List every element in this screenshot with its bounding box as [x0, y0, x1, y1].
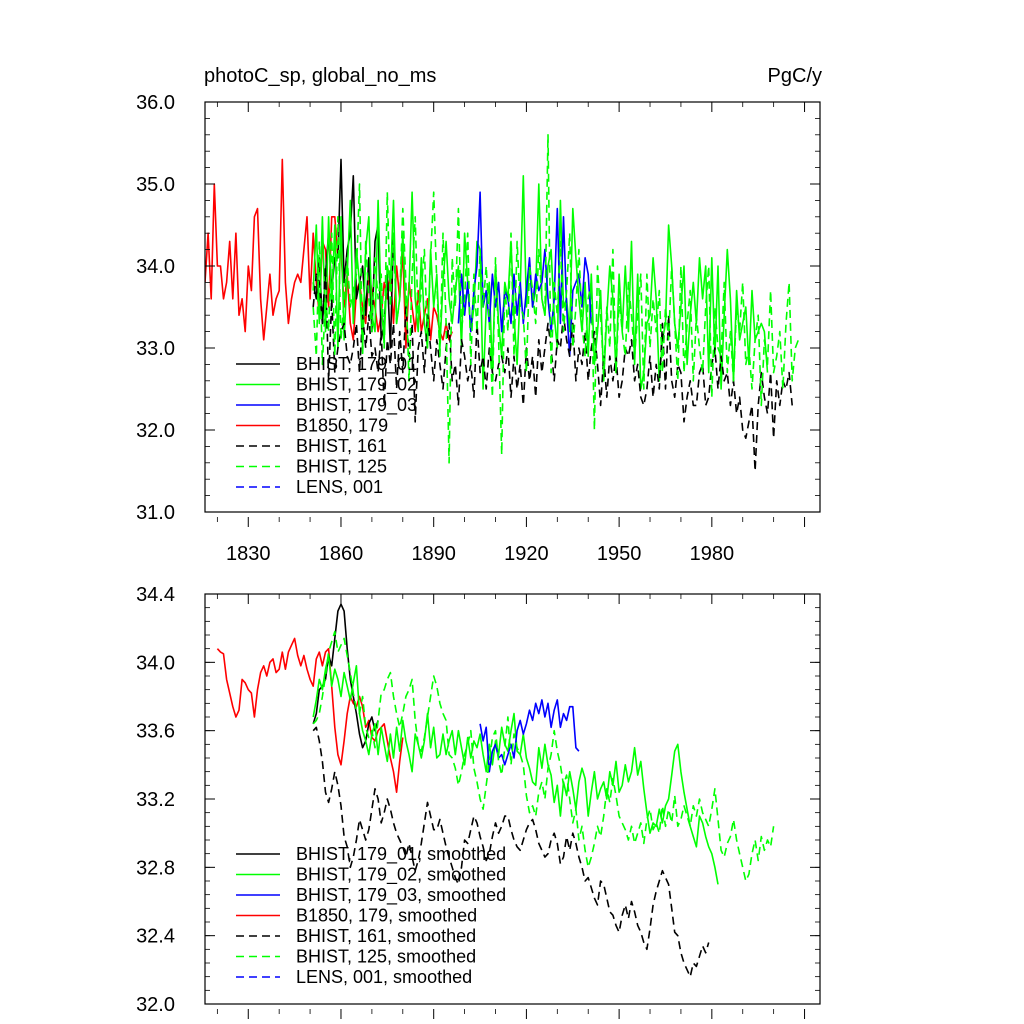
bottom-legend-label: BHIST, 161, smoothed [296, 926, 476, 946]
top-legend-label: BHIST, 179_02 [296, 375, 417, 396]
top-series-group [205, 134, 800, 472]
top-plot-frame [204, 101, 821, 513]
bottom-plot-frame [204, 593, 821, 1005]
bottom-ytick-label: 32.4 [136, 926, 175, 948]
bottom-ytick-label: 34.0 [136, 652, 175, 674]
top-legend-label: BHIST, 179_01 [296, 354, 417, 375]
bottom-legend-label: BHIST, 179_03, smoothed [296, 885, 506, 906]
top-ytick-label: 31.0 [136, 502, 175, 524]
top-legend-label: BHIST, 179_03 [296, 395, 417, 416]
bottom-axis-ticks: 32.0 32.4 32.8 33.2 33.6 34.0 34.4 [136, 584, 820, 1019]
bottom-legend-label: B1850, 179, smoothed [296, 906, 477, 926]
top-title-left: photoC_sp, global_no_ms [204, 65, 436, 87]
bottom-ytick-label: 32.8 [136, 857, 175, 879]
top-xtick-label: 1890 [411, 543, 456, 565]
top-ytick-label: 35.0 [136, 174, 175, 196]
top-panel: photoC_sp, global_no_ms PgC/y 31.0 32.0 33… [136, 65, 822, 565]
top-xtick-label: 1830 [226, 543, 271, 565]
top-xtick-label: 1950 [597, 543, 642, 565]
top-series-bhist-161 [312, 265, 793, 472]
top-xtick-label: 1860 [319, 543, 364, 565]
top-legend-label: B1850, 179 [296, 416, 388, 436]
bottom-legend-label: BHIST, 125, smoothed [296, 947, 476, 967]
bottom-ytick-label: 33.2 [136, 789, 175, 811]
bottom-panel: 32.0 32.4 32.8 33.2 33.6 34.0 34.4 BHIST, 179_… [136, 584, 821, 1019]
top-legend-label: BHIST, 161 [296, 436, 387, 456]
top-series-bhist-179-01 [312, 158, 395, 349]
top-axis-ticks: 31.0 32.0 33.0 34.0 35.0 36.0 1830 1860 1890 1920… [136, 92, 820, 565]
bottom-ytick-label: 32.0 [136, 994, 175, 1016]
top-series-bhist-125 [312, 134, 800, 464]
top-xtick-label: 1920 [504, 543, 549, 565]
top-ytick-label: 33.0 [136, 338, 175, 360]
bottom-series-bhist-161-smoothed [312, 726, 710, 978]
top-legend-label: LENS, 001 [296, 477, 383, 497]
top-ytick-label: 34.0 [136, 256, 175, 278]
bottom-series-group [216, 603, 775, 978]
bottom-series-bhist-179-03-smoothed [479, 699, 580, 773]
top-legend-label: BHIST, 125 [296, 457, 387, 477]
bottom-legend-label: LENS, 001, smoothed [296, 967, 472, 987]
bottom-legend-label: BHIST, 179_02, smoothed [296, 865, 506, 886]
bottom-series-bhist-179-02-smoothed [312, 654, 719, 885]
top-ytick-label: 36.0 [136, 92, 175, 114]
top-title-right: PgC/y [768, 65, 822, 87]
top-ytick-label: 32.0 [136, 420, 175, 442]
top-xtick-label: 1980 [690, 543, 735, 565]
top-series-bhist-179-03 [457, 191, 593, 358]
bottom-ytick-label: 34.4 [136, 584, 175, 606]
bottom-legend-label: BHIST, 179_01, smoothed [296, 844, 506, 865]
bottom-series-bhist-125-smoothed [312, 630, 775, 882]
bottom-ytick-label: 33.6 [136, 721, 175, 743]
